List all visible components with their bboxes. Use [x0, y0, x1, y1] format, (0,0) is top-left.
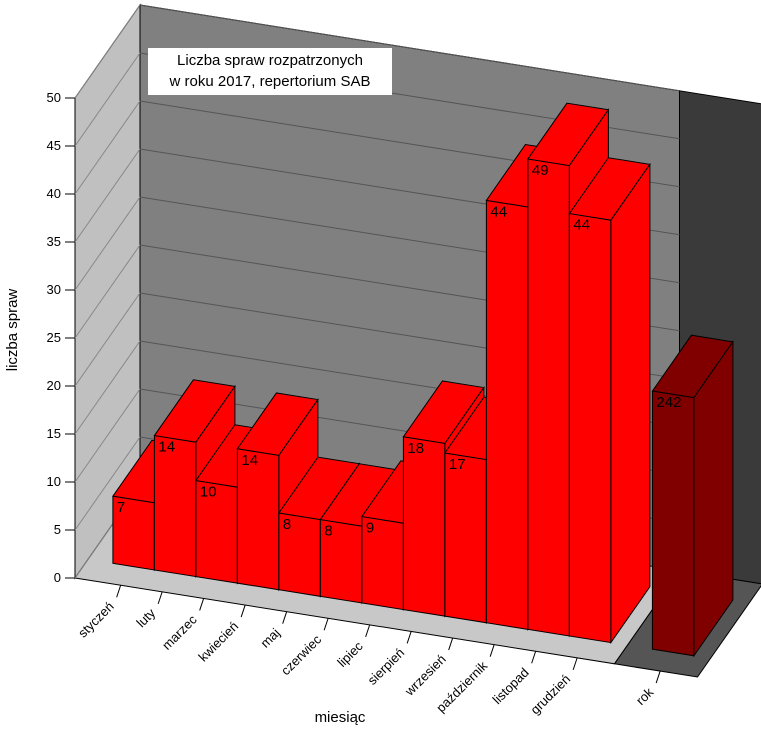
- x-tick: [572, 657, 578, 671]
- x-tick-label: grudzień: [527, 671, 573, 717]
- grid-line: [74, 148, 141, 243]
- y-tick-label: 20: [47, 378, 61, 393]
- x-tick: [365, 624, 371, 638]
- grid-line: [74, 4, 141, 99]
- y-tick-label: 35: [47, 234, 61, 249]
- value-label: 8: [324, 523, 332, 540]
- y-tick-label: 15: [47, 426, 61, 441]
- bar-front: [402, 436, 446, 617]
- grid-line: [74, 340, 141, 435]
- x-tick-label: listopad: [489, 665, 531, 707]
- grid-line: [74, 196, 141, 291]
- x-tick: [323, 618, 329, 631]
- grid-line: [74, 100, 141, 195]
- x-tick: [116, 585, 122, 598]
- value-label: 18: [407, 440, 424, 457]
- x-tick: [240, 604, 246, 618]
- x-tick-label: czerwiec: [278, 631, 325, 678]
- y-tick-label: 45: [47, 138, 61, 153]
- value-label: 242: [656, 394, 681, 411]
- bar-side: [693, 340, 734, 658]
- value-label: 7: [117, 499, 125, 516]
- x-tick-label: rok: [633, 684, 657, 708]
- value-label: 14: [158, 439, 175, 456]
- grid-line: [139, 4, 680, 92]
- chart-title: w roku 2017, repertorium SAB: [169, 73, 371, 90]
- y-tick-label: 40: [47, 186, 61, 201]
- x-tick: [489, 644, 495, 657]
- y-tick-label: 10: [47, 474, 61, 489]
- plot: 7 styczeń 14 luty 10 marzec 14 kwiecień 8 maj 8 cze…: [75, 102, 734, 717]
- value-label: 44: [573, 217, 590, 234]
- y-tick-label: 0: [54, 570, 61, 585]
- x-tick-label: kwiecień: [195, 619, 241, 665]
- y-tick-label: 50: [47, 90, 61, 105]
- x-tick-label: luty: [133, 605, 158, 630]
- value-label: 9: [366, 520, 374, 537]
- bar-front: [236, 448, 280, 591]
- value-label: 10: [200, 484, 217, 501]
- value-label: 49: [532, 162, 549, 179]
- x-tick-label: lipiec: [334, 638, 366, 670]
- title-box: [148, 48, 392, 95]
- grid-line: [74, 292, 141, 387]
- x-tick: [282, 611, 288, 624]
- x-tick-label: sierpień: [364, 645, 407, 688]
- bar-side: [610, 162, 651, 645]
- bar-front: [444, 452, 487, 624]
- bar-front: [651, 390, 695, 657]
- bar-front: [485, 199, 529, 630]
- value-label: 44: [490, 203, 507, 220]
- x-tick-label: styczeń: [75, 599, 117, 641]
- x-tick: [531, 651, 537, 664]
- value-label: 17: [449, 456, 466, 473]
- grid-line: [74, 388, 141, 483]
- value-label: 14: [241, 452, 258, 469]
- bar-front: [527, 158, 570, 637]
- x-axis-label: miesiąc: [315, 709, 366, 726]
- x-tick: [406, 631, 412, 644]
- value-label: 8: [283, 516, 291, 533]
- bar-front: [568, 212, 612, 644]
- grid-line: [74, 436, 141, 531]
- y-tick-label: 25: [47, 330, 61, 345]
- x-tick: [199, 598, 205, 611]
- bar-front: [153, 434, 197, 578]
- y-tick-label: 30: [47, 282, 61, 297]
- x-tick-label: maj: [257, 625, 282, 650]
- x-tick-label: marzec: [159, 612, 200, 653]
- y-axis-label: liczba spraw: [4, 289, 21, 372]
- x-tick-label: wrzesień: [401, 652, 449, 700]
- chart-title: Liczba spraw rozpatrzonych: [177, 52, 363, 69]
- y-tick-label: 5: [54, 522, 61, 537]
- x-tick: [655, 670, 661, 684]
- x-tick: [157, 591, 163, 605]
- x-tick: [448, 637, 454, 651]
- grid-line: [74, 52, 141, 147]
- grid-line: [74, 244, 141, 339]
